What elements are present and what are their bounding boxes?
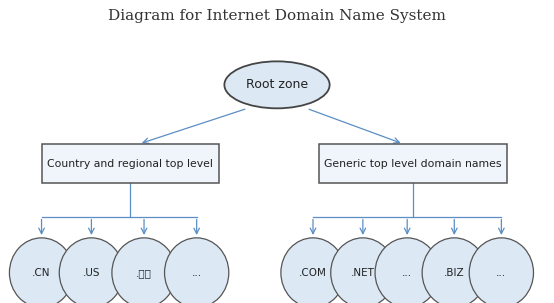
Text: .中国: .中国 [136, 268, 152, 278]
Text: ...: ... [192, 268, 202, 278]
Text: .NET: .NET [351, 268, 375, 278]
Ellipse shape [331, 238, 395, 303]
Text: Generic top level domain names: Generic top level domain names [324, 158, 501, 169]
Text: ...: ... [402, 268, 412, 278]
Ellipse shape [281, 238, 345, 303]
Ellipse shape [112, 238, 176, 303]
Ellipse shape [469, 238, 534, 303]
Bar [42, 144, 219, 183]
Text: .COM: .COM [299, 268, 327, 278]
Text: .CN: .CN [32, 268, 51, 278]
Text: .US: .US [83, 268, 100, 278]
Ellipse shape [422, 238, 486, 303]
Text: Country and regional top level: Country and regional top level [47, 158, 213, 169]
Text: Root zone: Root zone [246, 78, 308, 91]
Ellipse shape [224, 61, 330, 108]
Text: Diagram for Internet Domain Name System: Diagram for Internet Domain Name System [108, 9, 446, 23]
Text: ...: ... [496, 268, 506, 278]
Bar [319, 144, 507, 183]
Ellipse shape [165, 238, 229, 303]
Ellipse shape [59, 238, 124, 303]
Text: .BIZ: .BIZ [444, 268, 465, 278]
Ellipse shape [375, 238, 439, 303]
Ellipse shape [9, 238, 74, 303]
